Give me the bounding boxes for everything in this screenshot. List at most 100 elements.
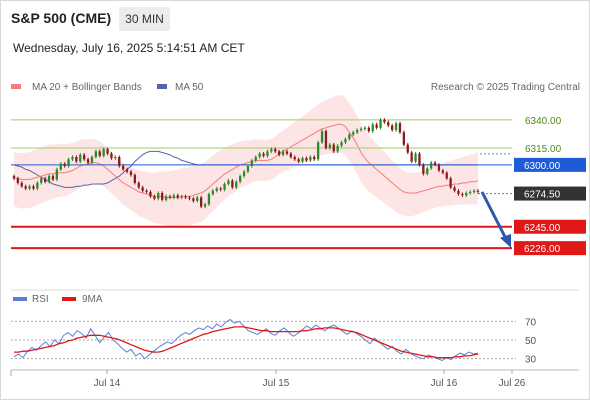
candle-body xyxy=(239,176,242,182)
candle-body xyxy=(200,197,203,207)
candle-body xyxy=(32,186,35,189)
candle-body xyxy=(223,184,226,190)
candle-body xyxy=(414,153,417,162)
candle-body xyxy=(55,169,58,180)
candle-body xyxy=(320,131,324,143)
rsi-legend-icon xyxy=(13,297,27,301)
candle-body xyxy=(398,123,402,133)
candle-body xyxy=(180,196,183,198)
candle-body xyxy=(297,159,300,162)
rsi-legend-label: RSI xyxy=(32,294,49,305)
candle-body xyxy=(356,130,359,133)
candle-body xyxy=(67,159,70,167)
candle-body xyxy=(293,157,296,160)
candle-body xyxy=(281,151,285,155)
candle-body xyxy=(215,188,218,191)
level-label-box xyxy=(514,186,586,201)
timeframe-button[interactable]: 30 MIN xyxy=(119,7,170,31)
candle-body xyxy=(430,162,433,169)
candle-body xyxy=(231,180,234,188)
candle-body xyxy=(289,153,292,157)
candle-body xyxy=(457,190,460,195)
candle-body xyxy=(141,187,144,191)
candle-body xyxy=(359,128,363,130)
candle-body xyxy=(83,154,86,160)
candle-body xyxy=(461,194,464,196)
bollinger-band xyxy=(14,95,478,227)
candle-body xyxy=(472,190,476,192)
candle-body xyxy=(422,164,425,174)
candle-body xyxy=(336,145,339,152)
candle-body xyxy=(453,187,456,191)
level-label-box xyxy=(514,157,586,172)
candle-body xyxy=(394,123,398,131)
candle-body xyxy=(348,134,351,139)
candle-body xyxy=(28,186,31,189)
candle-body xyxy=(196,197,199,201)
candle-body xyxy=(47,176,51,182)
candle-body xyxy=(254,157,257,161)
candle-body xyxy=(301,158,304,162)
candle-body xyxy=(157,193,160,199)
instrument-title: S&P 500 (CME) xyxy=(11,10,112,26)
candle-body xyxy=(129,171,133,175)
candle-body xyxy=(317,142,320,160)
candlesticks xyxy=(12,118,480,209)
candle-body xyxy=(153,196,156,199)
candle-body xyxy=(449,178,452,188)
datetime-label: Wednesday, July 16, 2025 5:14:51 AM CET xyxy=(13,41,245,55)
x-tick-label: Jul 26 xyxy=(499,378,526,389)
candle-body xyxy=(110,153,113,159)
candle-body xyxy=(168,196,172,198)
candle-body xyxy=(161,193,164,200)
candle-body xyxy=(270,149,273,152)
candle-body xyxy=(36,182,39,189)
copyright-label: Research © 2025 Trading Central xyxy=(431,82,580,93)
candle-body xyxy=(433,162,437,165)
candle-body xyxy=(465,193,468,196)
level-label: 6300.00 xyxy=(524,161,561,172)
candle-body xyxy=(188,197,191,199)
candle-body xyxy=(383,119,386,123)
candle-body xyxy=(203,204,207,207)
ma9-legend-icon xyxy=(62,297,76,301)
candle-body xyxy=(242,171,246,177)
x-tick-label: Jul 14 xyxy=(94,378,121,389)
level-label: 6340.00 xyxy=(525,116,562,127)
candle-body xyxy=(192,198,195,201)
forecast-arrow-shaft xyxy=(480,191,508,240)
candle-body xyxy=(328,144,331,148)
ma9-line xyxy=(14,326,479,359)
price-levels: 6340.00 6315.00 6300.00 6274.50 6245.00 6226.… xyxy=(11,116,586,256)
x-tick-label: Jul 15 xyxy=(263,378,290,389)
candle-body xyxy=(285,151,289,154)
candle-body xyxy=(145,190,148,192)
x-axis-ticks: Jul 14 Jul 15 Jul 16 Jul 26 xyxy=(10,370,526,389)
level-label-box xyxy=(514,241,586,256)
candle-body xyxy=(410,152,413,162)
level-label: 6226.00 xyxy=(524,244,561,255)
candle-body xyxy=(211,190,214,195)
candle-body xyxy=(44,178,47,182)
candle-body xyxy=(262,153,265,156)
rsi-tick-label: 70 xyxy=(525,317,537,328)
ma20-line xyxy=(13,123,479,198)
candle-body xyxy=(227,180,230,184)
candle-body xyxy=(20,182,23,187)
rsi-tick-label: 30 xyxy=(525,355,537,366)
candle-body xyxy=(332,144,335,152)
candle-body xyxy=(40,178,43,183)
candle-body xyxy=(402,132,405,145)
candle-body xyxy=(476,190,480,192)
candle-body xyxy=(79,154,82,162)
candle-body xyxy=(387,122,390,126)
candle-body xyxy=(133,175,136,183)
candle-body xyxy=(125,169,129,172)
candle-body xyxy=(118,157,121,166)
header: S&P 500 (CME) 30 MIN xyxy=(0,0,590,36)
ma20-legend-label: MA 20 + Bollinger Bands xyxy=(32,82,142,93)
candle-body xyxy=(352,132,355,135)
forecast-arrow xyxy=(480,191,511,248)
candle-body xyxy=(371,124,374,132)
candle-body xyxy=(106,149,109,154)
